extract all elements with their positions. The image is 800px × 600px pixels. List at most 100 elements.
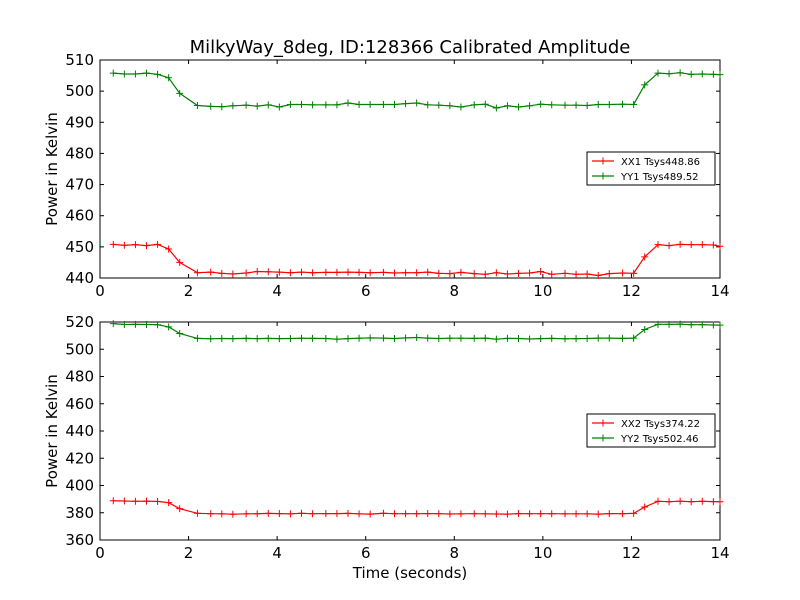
data-point-marker <box>435 334 443 342</box>
data-point-marker <box>548 101 556 109</box>
data-point-marker <box>515 103 522 111</box>
legend: XX1 Tsys448.86 YY1 Tsys489.52 <box>586 151 716 186</box>
y-tick-label: 490 <box>65 113 94 131</box>
data-point-marker <box>446 334 454 342</box>
data-point-marker <box>154 70 162 78</box>
data-point-marker <box>583 334 591 342</box>
data-point-marker <box>193 334 201 342</box>
data-point-marker <box>537 267 545 275</box>
data-point-marker <box>391 269 398 277</box>
data-point-marker <box>229 335 237 343</box>
data-point-marker <box>605 334 613 342</box>
data-point-marker <box>619 334 627 342</box>
data-point-marker <box>548 510 556 518</box>
data-point-marker <box>537 100 545 108</box>
data-point-marker <box>193 269 201 277</box>
data-point-marker <box>154 497 162 505</box>
data-point-marker <box>470 510 478 518</box>
data-point-marker <box>165 74 173 82</box>
legend-marker <box>599 434 607 442</box>
data-point-marker <box>344 99 352 107</box>
data-point-marker <box>298 101 305 109</box>
data-point-marker <box>391 101 398 109</box>
data-point-marker <box>470 270 478 278</box>
data-point-marker <box>322 101 330 109</box>
data-point-marker <box>676 320 684 328</box>
series-yy <box>109 69 724 112</box>
x-tick-label: 8 <box>450 544 460 562</box>
data-point-marker <box>333 101 341 109</box>
data-point-marker <box>218 334 226 342</box>
legend-marker <box>599 419 607 427</box>
data-point-marker <box>492 335 500 343</box>
data-point-marker <box>687 498 695 506</box>
data-point-marker <box>630 101 638 109</box>
data-point-marker <box>207 268 215 276</box>
data-point-marker <box>253 335 261 343</box>
data-point-marker <box>594 334 602 342</box>
data-point-marker <box>131 241 139 249</box>
data-point-marker <box>654 497 662 505</box>
x-tick-label: 0 <box>95 544 105 562</box>
data-point-marker <box>109 497 117 505</box>
data-point-marker <box>275 510 283 518</box>
y-tick-label: 440 <box>65 269 94 287</box>
data-point-marker <box>333 510 341 518</box>
data-point-marker <box>548 270 556 278</box>
data-point-marker <box>424 268 432 276</box>
data-point-marker <box>242 334 250 342</box>
data-point-marker <box>366 101 374 109</box>
data-point-marker <box>665 320 673 328</box>
x-tick-label: 8 <box>450 282 460 300</box>
data-point-marker <box>242 101 250 109</box>
data-point-marker <box>253 267 261 275</box>
data-point-marker <box>676 497 684 505</box>
data-point-marker <box>619 510 627 518</box>
data-point-marker <box>619 100 627 108</box>
data-point-marker <box>298 334 305 342</box>
data-point-marker <box>716 71 724 79</box>
data-point-marker <box>322 510 330 518</box>
data-point-marker <box>165 323 173 331</box>
data-point-marker <box>391 334 398 342</box>
data-point-marker <box>176 258 184 266</box>
data-point-marker <box>379 334 387 342</box>
data-point-marker <box>572 510 580 518</box>
y-tick-label: 520 <box>65 313 94 331</box>
data-point-marker <box>665 498 673 506</box>
bottom-panel: 0 2 4 6 8 10 12 14 360 380 400 420 440 460 480 500 520 Po… <box>43 313 730 562</box>
legend: XX2 Tsys374.22 YY2 Tsys502.46 <box>586 413 716 448</box>
data-point-marker <box>322 268 330 276</box>
data-point-marker <box>481 270 489 278</box>
data-point-marker <box>402 334 410 342</box>
data-point-marker <box>143 69 150 77</box>
x-tick-label: 14 <box>710 544 729 562</box>
data-point-marker <box>309 101 317 109</box>
data-point-marker <box>176 89 184 97</box>
series-xx <box>109 240 724 280</box>
data-point-marker <box>698 321 706 329</box>
data-point-marker <box>131 497 139 505</box>
data-point-marker <box>572 101 580 109</box>
data-point-marker <box>322 334 330 342</box>
data-point-marker <box>709 321 717 329</box>
data-point-marker <box>355 334 363 342</box>
data-point-marker <box>457 268 465 276</box>
data-point-marker <box>242 269 250 277</box>
data-point-marker <box>264 509 272 517</box>
x-tick-label: 10 <box>533 282 552 300</box>
data-point-marker <box>698 241 706 249</box>
data-point-marker <box>344 268 352 276</box>
data-point-marker <box>333 335 341 343</box>
data-point-marker <box>561 335 569 343</box>
data-point-marker <box>583 101 591 109</box>
data-point-marker <box>275 103 283 111</box>
data-point-marker <box>709 241 717 249</box>
legend-entry-label: YY2 Tsys502.46 <box>620 434 699 445</box>
x-tick-label: 4 <box>272 544 282 562</box>
data-point-marker <box>676 69 684 77</box>
data-point-marker <box>366 269 374 277</box>
data-point-marker <box>109 320 117 328</box>
data-point-marker <box>654 241 662 249</box>
